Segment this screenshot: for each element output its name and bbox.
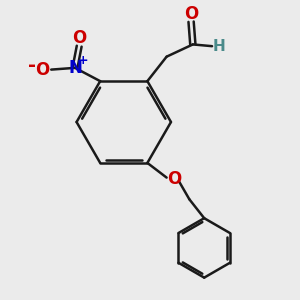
Text: H: H [213,39,225,54]
Text: O: O [35,61,50,79]
Text: O: O [184,5,198,23]
Text: O: O [72,29,86,47]
Text: -: - [28,56,36,75]
Text: +: + [77,54,88,67]
Text: N: N [69,59,82,77]
Text: O: O [167,170,182,188]
